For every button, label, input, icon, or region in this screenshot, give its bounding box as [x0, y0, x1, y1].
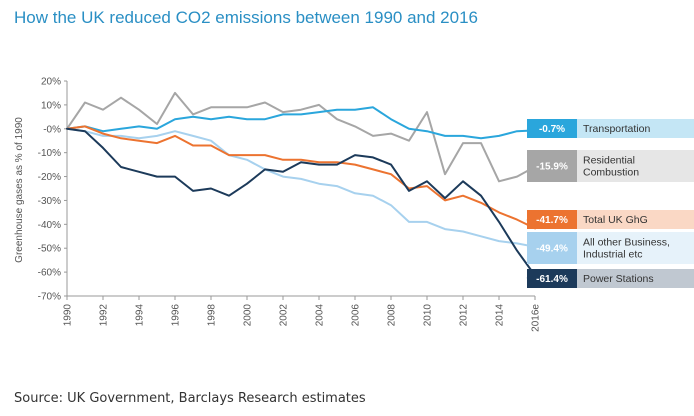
x-tick-label: 2012 [459, 304, 470, 327]
legend-value-box [527, 119, 577, 138]
legend-name-box [577, 232, 694, 264]
legend-name-box [577, 150, 694, 182]
legend-entry-power-stations: -61.4% Power Stations [526, 269, 694, 288]
x-tick-label: 1996 [171, 304, 182, 327]
series-line-power-stations [66, 127, 536, 277]
series-end-label: -41.7% [536, 215, 568, 226]
y-axis-label: Greenhouse gases as % of 1990 [14, 117, 25, 263]
series-end-label: -49.4% [536, 244, 568, 255]
series-line-all-other-business-industrial-etc [66, 127, 536, 248]
series-line-total-uk-ghg [66, 125, 536, 230]
legend-name-box [577, 119, 694, 138]
y-axis: 20% 10% -0% -10% -20% -30% -40% -50% -60% -70% [38, 77, 68, 303]
legend-series-name: All other Business, [583, 237, 670, 249]
x-tick-label: 1998 [207, 304, 218, 327]
legend-series-name: Industrial etc [583, 249, 643, 261]
series-line-transportation [66, 106, 536, 140]
legend-value-box [527, 269, 577, 288]
legend-entry-all-other-business-industrial-etc: -49.4% All other Business,Industrial etc [526, 232, 694, 264]
legend-entry-transportation: -0.7% Transportation [526, 119, 694, 138]
y-tick-label: -60% [38, 268, 61, 279]
y-tick-label: -50% [38, 244, 61, 255]
x-tick-label: 2010 [423, 304, 434, 327]
legend-entry-total-uk-ghg: -41.7% Total UK GhG [526, 210, 694, 229]
legend-value-box [527, 210, 577, 229]
legend-name-box [577, 210, 694, 229]
y-tick-label: -70% [38, 292, 61, 303]
series-end-label: -0.7% [539, 124, 565, 135]
series-end-label: -61.4% [536, 274, 568, 285]
y-tick-label: 10% [41, 100, 61, 111]
y-tick-label: 20% [41, 77, 61, 88]
x-axis: 1990 1992 1994 1996 1998 2000 2002 2004 2006 2008… [63, 295, 542, 332]
x-tick-label: 2008 [387, 304, 398, 327]
x-tick-label: 2004 [315, 304, 326, 327]
legend-name-box [577, 269, 694, 288]
series-line-residential-combustion [66, 91, 536, 183]
x-tick-label: 1990 [63, 304, 74, 327]
series-end-label: -15.9% [536, 162, 568, 173]
x-tick-label: 1992 [99, 304, 110, 327]
x-tick-label: 2006 [351, 304, 362, 327]
y-tick-label: -10% [38, 148, 61, 159]
x-tick-label: 2000 [243, 304, 254, 327]
source-note: Source: UK Government, Barclays Research… [14, 391, 366, 406]
legend-value-box [527, 150, 577, 182]
legend-value-box [527, 232, 577, 264]
x-tick-label: 2002 [279, 304, 290, 327]
y-tick-label: -0% [43, 124, 61, 135]
y-tick-label: -20% [38, 172, 61, 183]
y-tick-label: -40% [38, 220, 61, 231]
legend-series-name: Transportation [583, 123, 650, 135]
legend-series-name: Power Stations [583, 273, 654, 285]
legend-series-name: Residential [583, 155, 635, 167]
x-tick-label: 2016e [531, 304, 542, 332]
legend-series-name: Total UK GhG [583, 214, 648, 226]
legend-series-name: Combustion [583, 167, 639, 179]
x-tick-label: 1994 [135, 304, 146, 327]
series-lines [66, 91, 536, 277]
x-tick-label: 2014 [495, 304, 506, 327]
chart-title: How the UK reduced CO2 emissions between… [14, 8, 479, 27]
y-tick-label: -30% [38, 196, 61, 207]
